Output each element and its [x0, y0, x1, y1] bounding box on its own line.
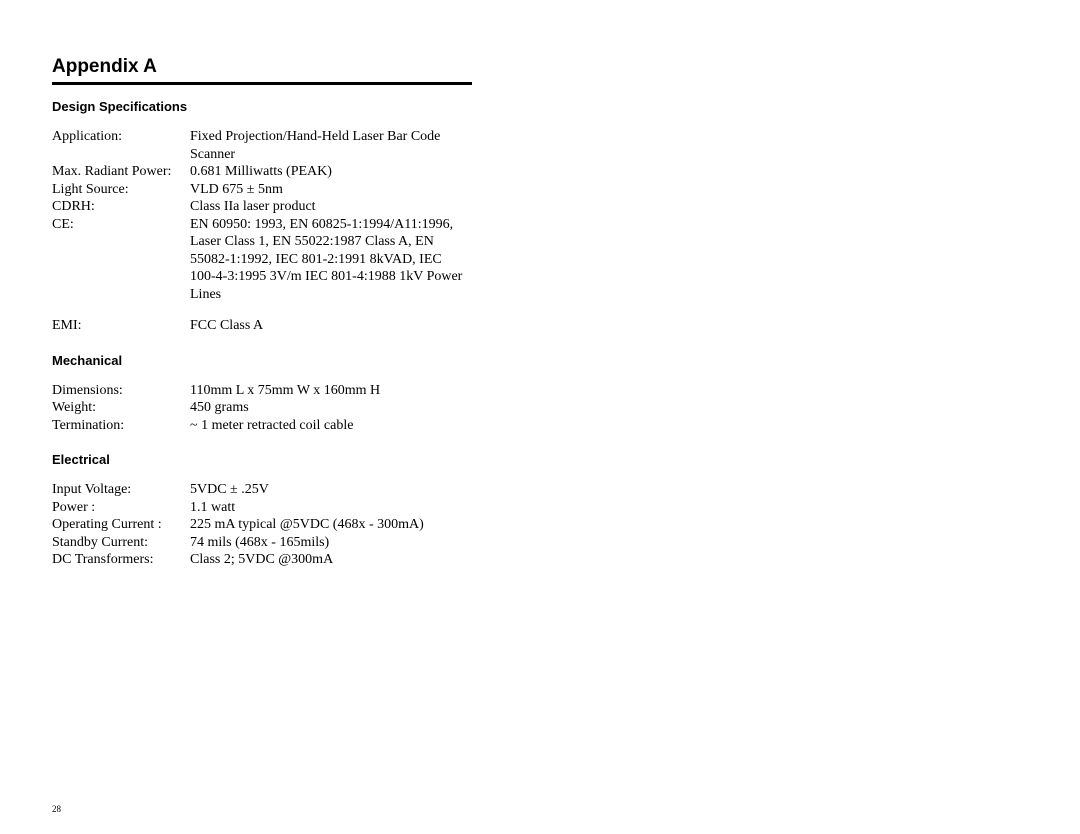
spec-value: 1.1 watt: [190, 499, 470, 517]
spec-value: FCC Class A: [190, 317, 470, 335]
appendix-title: Appendix A: [52, 56, 532, 78]
spec-label: Power :: [52, 499, 190, 517]
spec-row: Input Voltage: 5VDC ± .25V: [52, 481, 532, 499]
spec-row: EMI: FCC Class A: [52, 317, 532, 335]
spec-row: Weight: 450 grams: [52, 399, 532, 417]
spec-row: Max. Radiant Power: 0.681 Milliwatts (PE…: [52, 163, 532, 181]
spec-label: Application:: [52, 128, 190, 146]
spec-row: Standby Current: 74 mils (468x - 165mils…: [52, 534, 532, 552]
spec-label: DC Transformers:: [52, 551, 190, 569]
spec-row: CE: EN 60950: 1993, EN 60825-1:1994/A11:…: [52, 216, 532, 304]
spec-label: EMI:: [52, 317, 190, 335]
page-number: 28: [52, 804, 61, 814]
spec-value: Class 2; 5VDC @300mA: [190, 551, 470, 569]
spec-row: Termination: ~ 1 meter retracted coil ca…: [52, 417, 532, 435]
spec-value: Class IIa laser product: [190, 198, 470, 216]
spec-value: 5VDC ± .25V: [190, 481, 470, 499]
spec-label: Operating Current :: [52, 516, 190, 534]
spec-row: Operating Current : 225 mA typical @5VDC…: [52, 516, 532, 534]
spec-value: VLD 675 ± 5nm: [190, 181, 470, 199]
spec-label: Weight:: [52, 399, 190, 417]
spec-label: Dimensions:: [52, 382, 190, 400]
spec-value: EN 60950: 1993, EN 60825-1:1994/A11:1996…: [190, 216, 470, 304]
spec-value: 74 mils (468x - 165mils): [190, 534, 470, 552]
spec-row: Light Source: VLD 675 ± 5nm: [52, 181, 532, 199]
spec-value: Fixed Projection/Hand-Held Laser Bar Cod…: [190, 128, 470, 163]
section-mechanical: Mechanical Dimensions: 110mm L x 75mm W …: [52, 353, 532, 435]
spec-value: 225 mA typical @5VDC (468x - 300mA): [190, 516, 470, 534]
spec-row: Application: Fixed Projection/Hand-Held …: [52, 128, 532, 163]
section-design: Design Specifications Application: Fixed…: [52, 99, 532, 335]
section-electrical: Electrical Input Voltage: 5VDC ± .25V Po…: [52, 452, 532, 569]
section-heading-electrical: Electrical: [52, 452, 532, 467]
spec-row: Power : 1.1 watt: [52, 499, 532, 517]
title-rule: [52, 82, 472, 85]
spec-value: ~ 1 meter retracted coil cable: [190, 417, 470, 435]
spec-row: CDRH: Class IIa laser product: [52, 198, 532, 216]
spec-label: Termination:: [52, 417, 190, 435]
spec-row: DC Transformers: Class 2; 5VDC @300mA: [52, 551, 532, 569]
section-heading-design: Design Specifications: [52, 99, 532, 114]
spec-label: Light Source:: [52, 181, 190, 199]
spec-label: CE:: [52, 216, 190, 234]
spec-label: CDRH:: [52, 198, 190, 216]
spec-label: Max. Radiant Power:: [52, 163, 190, 181]
spec-value: 0.681 Milliwatts (PEAK): [190, 163, 470, 181]
page-content: Appendix A Design Specifications Applica…: [0, 0, 592, 569]
spec-label: Standby Current:: [52, 534, 190, 552]
spec-row: Dimensions: 110mm L x 75mm W x 160mm H: [52, 382, 532, 400]
spec-value: 110mm L x 75mm W x 160mm H: [190, 382, 470, 400]
spec-value: 450 grams: [190, 399, 470, 417]
section-heading-mechanical: Mechanical: [52, 353, 532, 368]
spec-label: Input Voltage:: [52, 481, 190, 499]
